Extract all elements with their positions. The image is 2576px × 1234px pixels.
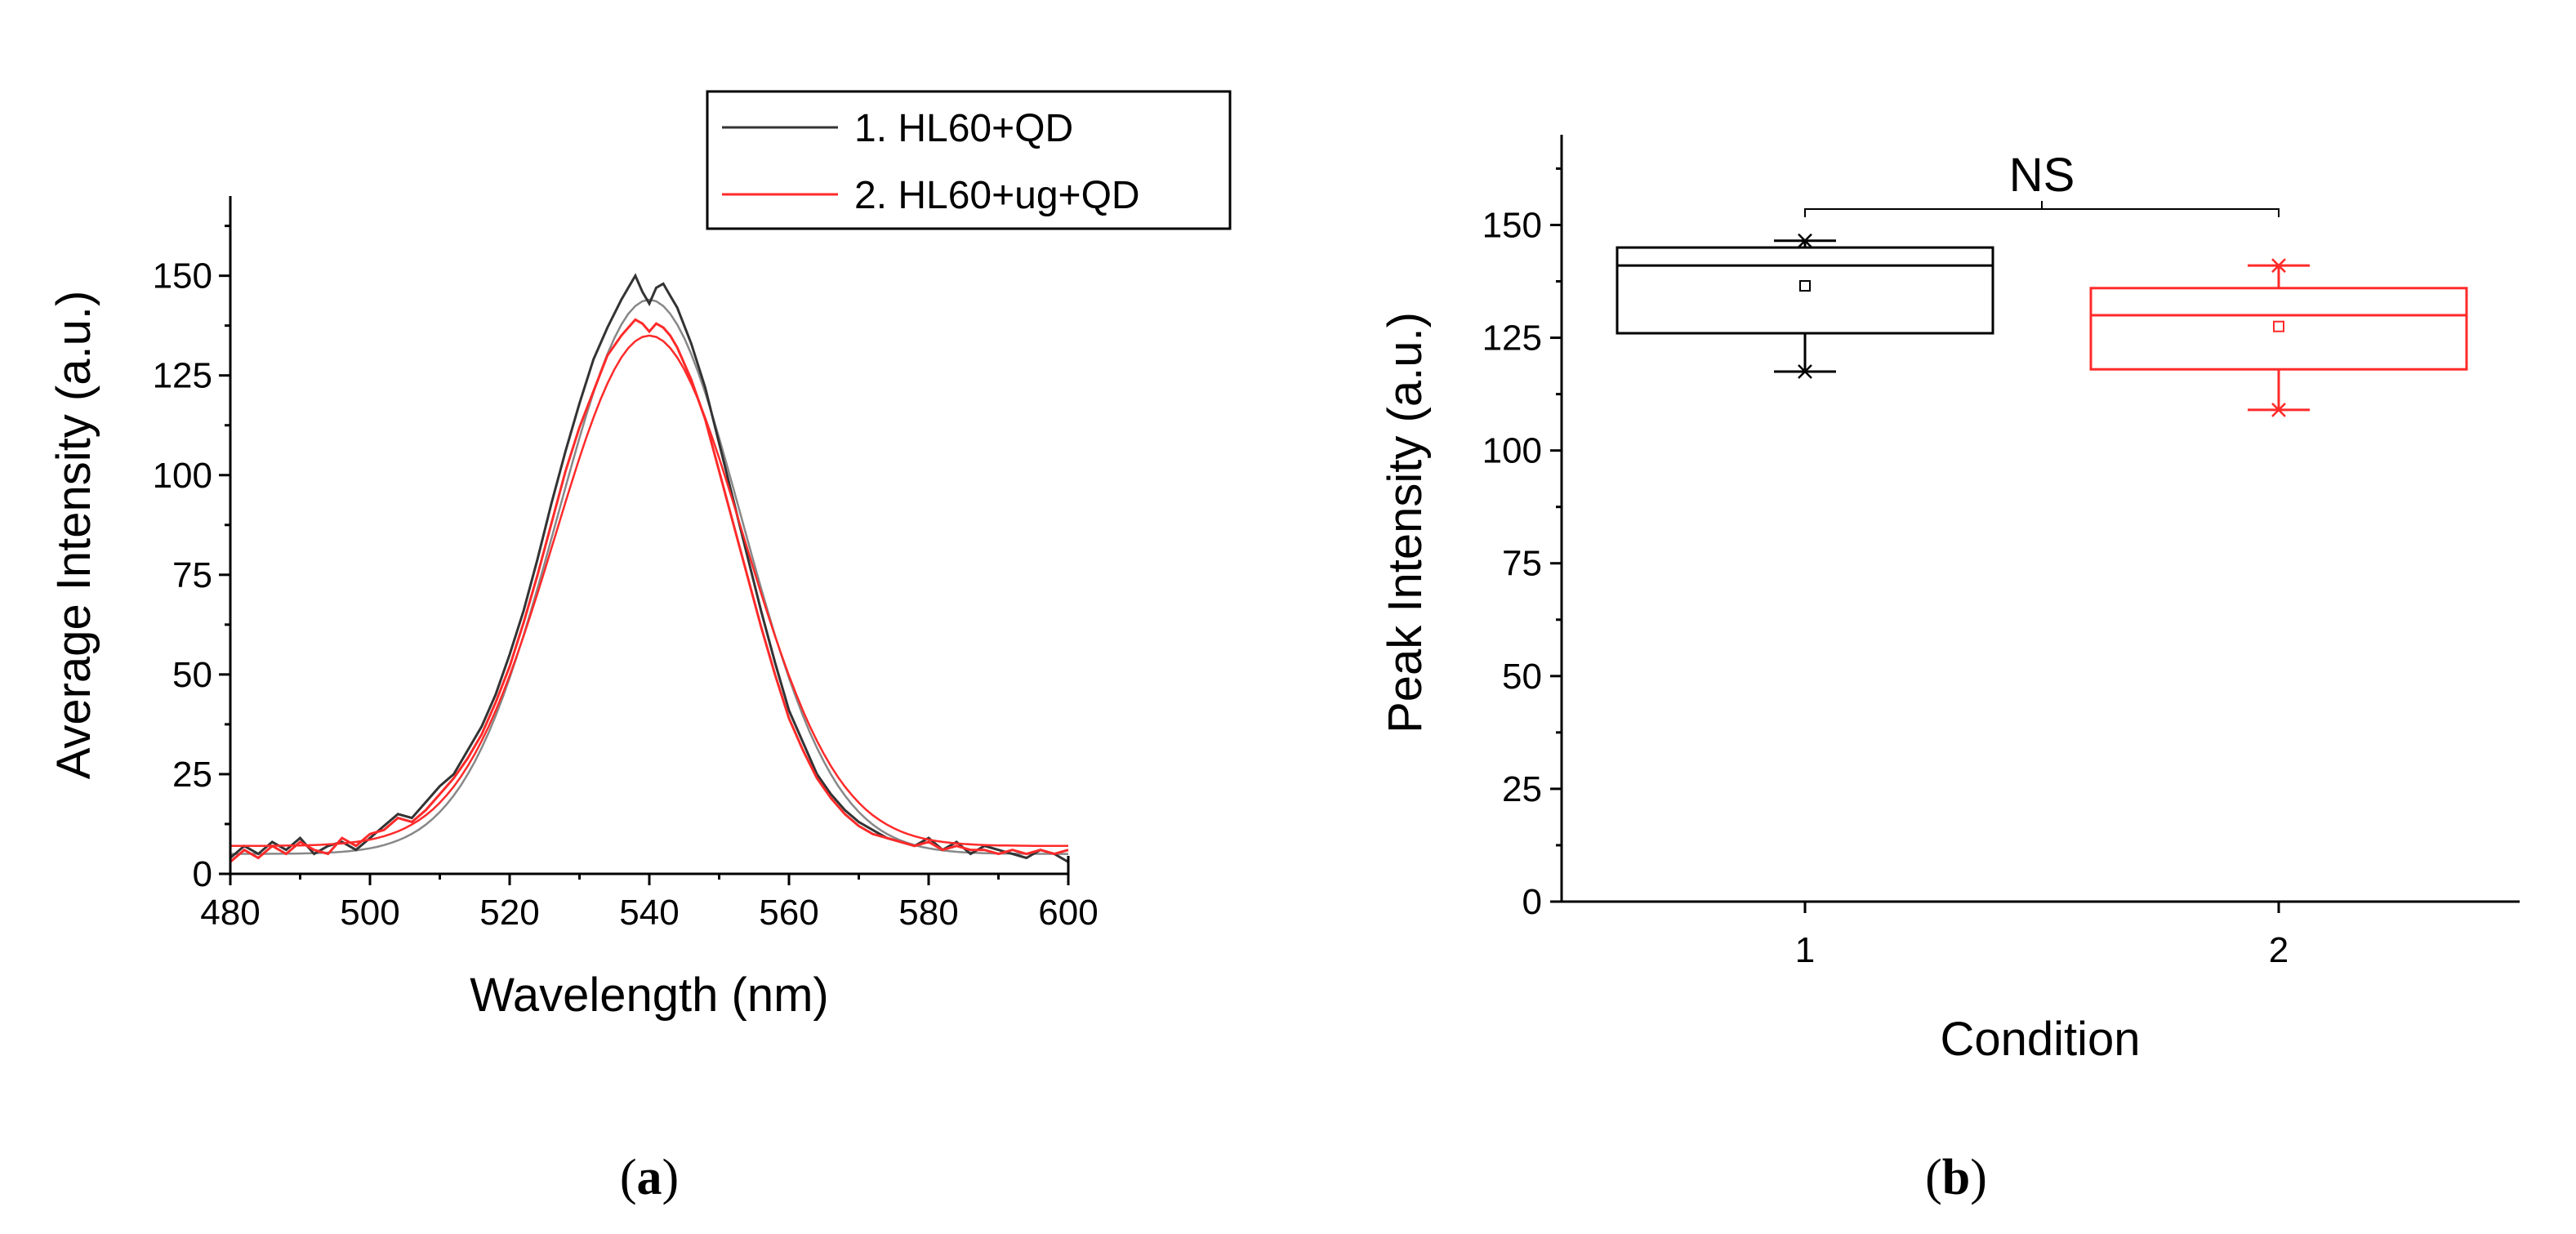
x-ticks-a: 480 500 520 540 560 580 600 bbox=[200, 874, 1099, 933]
fit-curve-2 bbox=[230, 334, 1068, 848]
caption-letter-a: a bbox=[637, 1150, 662, 1205]
y-tick-label-b: 150 bbox=[1482, 205, 1542, 245]
fit-curve-1 bbox=[230, 298, 1068, 855]
x-tick-label-a: 580 bbox=[898, 893, 958, 933]
x-tick-label-a: 500 bbox=[340, 893, 399, 933]
box-group bbox=[1616, 233, 2468, 417]
series-line-2 bbox=[230, 318, 1069, 863]
y-tick-label-b: 100 bbox=[1482, 431, 1542, 471]
extreme-marker bbox=[1798, 233, 1812, 248]
significance-label: NS bbox=[2009, 149, 2075, 202]
y-tick-label-b: 50 bbox=[1502, 657, 1542, 697]
y-tick-label-b: 25 bbox=[1502, 769, 1542, 809]
caption-letter-b: b bbox=[1942, 1150, 1970, 1205]
x-tick-label-b: 1 bbox=[1795, 930, 1815, 970]
extreme-marker bbox=[2271, 258, 2286, 274]
y-tick-label-a: 125 bbox=[153, 356, 212, 396]
bracket-line bbox=[1804, 201, 2280, 217]
caption-b: (b) bbox=[1925, 1150, 1987, 1205]
y-tick-label-a: 50 bbox=[172, 655, 212, 695]
y-axis-label-b: Peak Intensity (a.u.) bbox=[1379, 312, 1432, 733]
mean-marker bbox=[2273, 320, 2284, 332]
legend: 1. HL60+QD 2. HL60+ug+QD bbox=[706, 90, 1232, 230]
y-ticks-b: 0 25 50 75 100 125 150 bbox=[1482, 167, 1562, 922]
line-chart-panel-a: 0 25 50 75 100 125 150 480 500 520 540 560 580 600 A… bbox=[47, 90, 1232, 1022]
y-tick-label-b: 0 bbox=[1522, 882, 1542, 922]
y-tick-label-a: 100 bbox=[153, 456, 212, 496]
x-tick-label-a: 560 bbox=[759, 893, 818, 933]
y-axis-label-a: Average Intensity (a.u.) bbox=[47, 291, 100, 780]
svg-text:(a): (a) bbox=[620, 1150, 679, 1205]
y-tick-label-b: 75 bbox=[1502, 544, 1542, 584]
y-tick-label-b: 125 bbox=[1482, 319, 1542, 359]
significance-bracket: NS bbox=[1804, 149, 2280, 217]
y-tick-label-a: 150 bbox=[153, 256, 212, 296]
legend-label-1: 1. HL60+QD bbox=[854, 107, 1073, 150]
svg-text:(b): (b) bbox=[1925, 1150, 1987, 1205]
extreme-marker bbox=[1798, 364, 1812, 379]
x-tick-label-a: 540 bbox=[619, 893, 679, 933]
mean-marker bbox=[1799, 280, 1811, 292]
y-tick-label-a: 75 bbox=[172, 555, 212, 595]
y-tick-label-a: 25 bbox=[172, 755, 212, 795]
box-1 bbox=[1616, 233, 1994, 379]
x-axis-label-b: Condition bbox=[1940, 1013, 2140, 1066]
box-2 bbox=[2089, 258, 2468, 417]
x-tick-label-a: 600 bbox=[1038, 893, 1098, 933]
caption-a: (a) bbox=[620, 1150, 679, 1205]
x-tick-label-b: 2 bbox=[2269, 930, 2289, 970]
y-ticks-a: 0 25 50 75 100 125 150 bbox=[153, 225, 230, 894]
extreme-marker bbox=[2271, 403, 2286, 417]
legend-label-2: 2. HL60+ug+QD bbox=[854, 174, 1140, 217]
axis-frame-a bbox=[229, 196, 1070, 875]
x-tick-label-a: 480 bbox=[200, 893, 260, 933]
iqr-box bbox=[2089, 287, 2468, 371]
legend-box bbox=[706, 90, 1232, 230]
y-tick-label-a: 0 bbox=[193, 854, 212, 894]
line-series-group bbox=[230, 273, 1069, 863]
series-line-1 bbox=[230, 273, 1069, 863]
x-tick-label-a: 520 bbox=[479, 893, 539, 933]
x-axis-label-a: Wavelength (nm) bbox=[470, 969, 828, 1022]
